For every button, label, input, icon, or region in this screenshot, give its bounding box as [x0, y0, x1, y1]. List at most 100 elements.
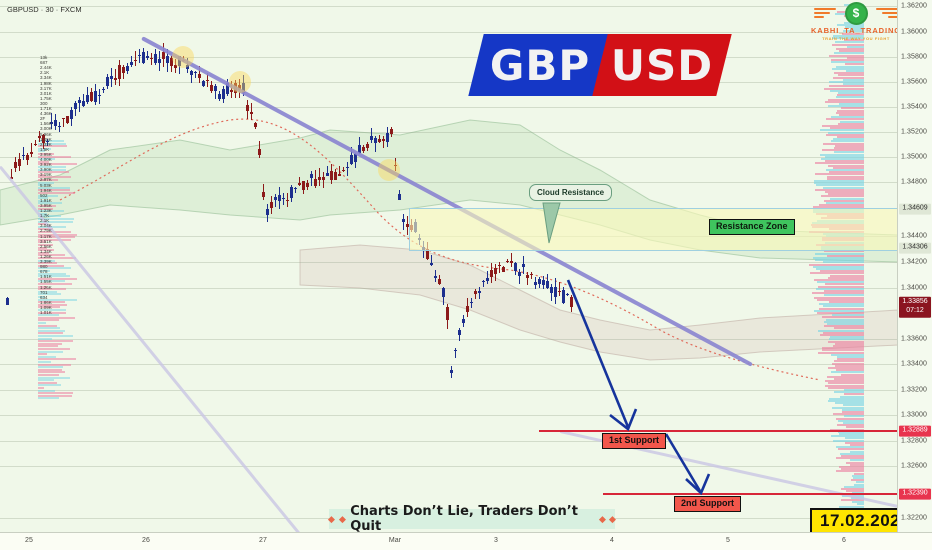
candle: [310, 170, 313, 186]
candle: [438, 274, 441, 286]
volume-profile-bar: [38, 238, 71, 241]
volume-profile-label: 2.97K: [40, 177, 52, 183]
volume-profile-bar: [38, 290, 57, 293]
gridline: [0, 57, 898, 58]
gbp-label: GBP: [489, 40, 591, 90]
volume-profile-bar: [838, 92, 864, 94]
volume-profile-bar: [38, 215, 62, 218]
volume-profile-bar: [833, 72, 864, 75]
dollar-coin-icon: $: [844, 2, 868, 25]
price-tick: 1.35600: [901, 78, 928, 86]
volume-profile-bar: [840, 452, 864, 455]
volume-profile-bar: [842, 404, 864, 407]
volume-profile-bar: [836, 470, 864, 473]
candle: [490, 262, 493, 283]
plot-area[interactable]: 13k 687 2.44K 2.1K 3.34K 1.98K 3.17K 3.01K 1.75K…: [0, 0, 898, 533]
volume-profile-bar: [38, 366, 64, 369]
volume-profile-bar: [38, 340, 74, 343]
candle: [338, 166, 341, 176]
candle: [546, 273, 549, 290]
candle: [442, 287, 445, 305]
volume-profile-label: 1.94K: [40, 187, 52, 193]
quote-banner: Charts Don’t Lie, Traders Don’t Quit: [327, 504, 617, 534]
volume-profile-bar: [840, 468, 864, 471]
volume-profile-bar: [841, 411, 864, 413]
volume-profile-bar: [835, 417, 864, 420]
volume-profile-bar: [38, 311, 66, 314]
candle: [298, 177, 301, 187]
volume-profile-bar: [828, 397, 864, 400]
volume-profile-bar: [832, 314, 864, 317]
volume-profile-label: 1.51K: [40, 274, 52, 280]
volume-profile-bar: [38, 324, 57, 327]
candle: [142, 47, 145, 65]
price-axis[interactable]: 1.36200 1.36000 1.35800 1.35600 1.35400 1.352…: [897, 0, 932, 533]
volume-profile-bar: [825, 318, 864, 321]
volume-profile-bar: [38, 387, 45, 389]
volume-profile-bar: [38, 301, 66, 304]
volume-profile-label: 3.90K: [40, 167, 52, 173]
volume-profile-bar: [38, 218, 74, 220]
volume-profile-bar: [835, 96, 864, 99]
volume-profile-bar: [38, 199, 51, 202]
volume-profile-bar: [832, 439, 864, 442]
first-support-tag[interactable]: 1st Support: [602, 433, 667, 449]
volume-profile-bar: [822, 125, 864, 127]
price-badge: 1.32889: [899, 425, 931, 437]
price-tick: 1.33200: [901, 386, 928, 394]
second-support-line[interactable]: [603, 493, 898, 495]
volume-profile-bar: [841, 373, 864, 376]
candle: [522, 256, 525, 274]
candle: [566, 293, 569, 297]
price-badge: 1.34306: [899, 242, 931, 254]
volume-profile-bar: [38, 306, 61, 309]
second-support-tag[interactable]: 2nd Support: [674, 496, 741, 512]
volume-profile-bar: [822, 349, 864, 352]
volume-profile-bar: [38, 210, 65, 213]
candle: [474, 288, 477, 300]
first-support-line[interactable]: [539, 430, 898, 432]
gridline: [0, 262, 898, 263]
candle: [122, 65, 125, 79]
volume-profile-bar: [38, 348, 70, 350]
price-tick: 1.35400: [901, 103, 928, 111]
volume-profile-bar: [38, 374, 59, 376]
gridline: [0, 288, 898, 289]
time-tick: 25: [25, 537, 33, 544]
volume-profile-label: 3.34K: [40, 75, 52, 81]
candle: [194, 71, 197, 79]
volume-profile-bar: [854, 472, 864, 475]
volume-profile-label: 1.09K: [40, 304, 52, 310]
volume-profile-bar: [831, 43, 864, 46]
volume-profile-bar: [818, 285, 864, 288]
candle: [406, 216, 409, 236]
volume-profile-bar: [38, 173, 45, 176]
volume-profile-bar: [857, 503, 864, 506]
gridline: [0, 390, 898, 391]
volume-profile-bar: [824, 199, 864, 202]
resistance-zone-tag[interactable]: Resistance Zone: [709, 219, 795, 235]
volume-profile-bar: [829, 171, 864, 174]
time-axis[interactable]: 25 26 27 Mar 3 4 5 6: [0, 532, 932, 550]
volume-profile-bar: [827, 375, 864, 378]
candle: [506, 258, 509, 264]
candle: [162, 43, 165, 68]
volume-profile-bar: [825, 191, 864, 193]
volume-profile-bar: [38, 194, 58, 197]
candle: [230, 81, 233, 99]
candle: [530, 271, 533, 280]
volume-profile-bar: [832, 67, 864, 70]
volume-profile-bar: [817, 298, 864, 301]
volume-profile-bar: [827, 177, 864, 180]
candle: [542, 275, 545, 290]
resistance-zone-box[interactable]: [409, 208, 898, 251]
volume-profile-bar: [814, 279, 864, 281]
price-tick: 1.35000: [901, 153, 928, 161]
cloud-resistance-callout[interactable]: Cloud Resistance: [529, 184, 613, 201]
volume-profile-bar: [817, 281, 864, 284]
volume-profile-bar: [827, 254, 864, 257]
volume-profile-bar: [813, 265, 864, 268]
candle: [42, 133, 45, 150]
gridline: [0, 6, 898, 7]
volume-profile-bar: [827, 382, 864, 385]
